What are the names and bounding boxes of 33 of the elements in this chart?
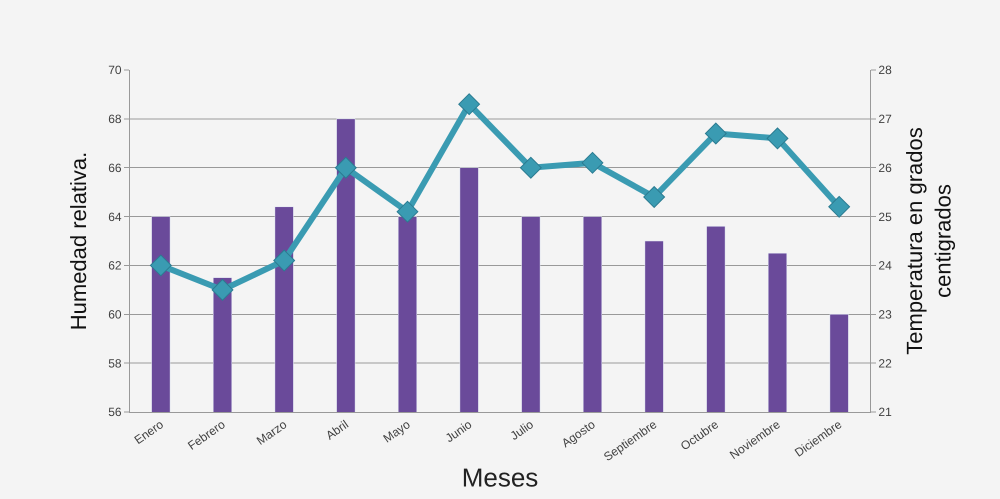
point (520, 156, 542, 179)
y-tick-label: 64 (108, 210, 122, 224)
y2-tick-label: 22 (878, 356, 892, 370)
y-tick-label: 56 (108, 405, 122, 420)
x-tick-label: Junio (442, 417, 475, 446)
x-axis-title: Meses (462, 462, 538, 493)
point (766, 128, 788, 150)
y2-tick-label: 23 (878, 307, 892, 322)
y-axis-title: Humedad relativa. (66, 152, 92, 330)
y-tick-label: 60 (108, 307, 122, 322)
y-tick-label: 68 (108, 112, 122, 126)
point (458, 93, 480, 116)
point (150, 254, 172, 276)
y2-tick-label: 24 (878, 258, 892, 273)
y2-tick-label: 25 (878, 210, 892, 224)
x-tick-label: Julio (508, 417, 536, 443)
y2-axis-title: Temperatura en grados centigrados (902, 127, 956, 355)
point (643, 186, 666, 208)
point (396, 200, 418, 223)
y-tick-label: 66 (108, 160, 122, 175)
y2-tick-label: 21 (878, 405, 892, 420)
point (582, 152, 604, 174)
y2-tick-label: 28 (878, 63, 892, 78)
y2-tick-label: 26 (878, 160, 892, 175)
y2-tick-label: 27 (878, 112, 892, 126)
point (212, 278, 234, 301)
y-tick-label: 58 (108, 356, 122, 370)
point (828, 196, 850, 218)
point (273, 250, 296, 272)
y-tick-label: 70 (108, 63, 122, 78)
point (704, 122, 727, 144)
point (334, 156, 357, 179)
y-tick-label: 62 (108, 258, 122, 273)
